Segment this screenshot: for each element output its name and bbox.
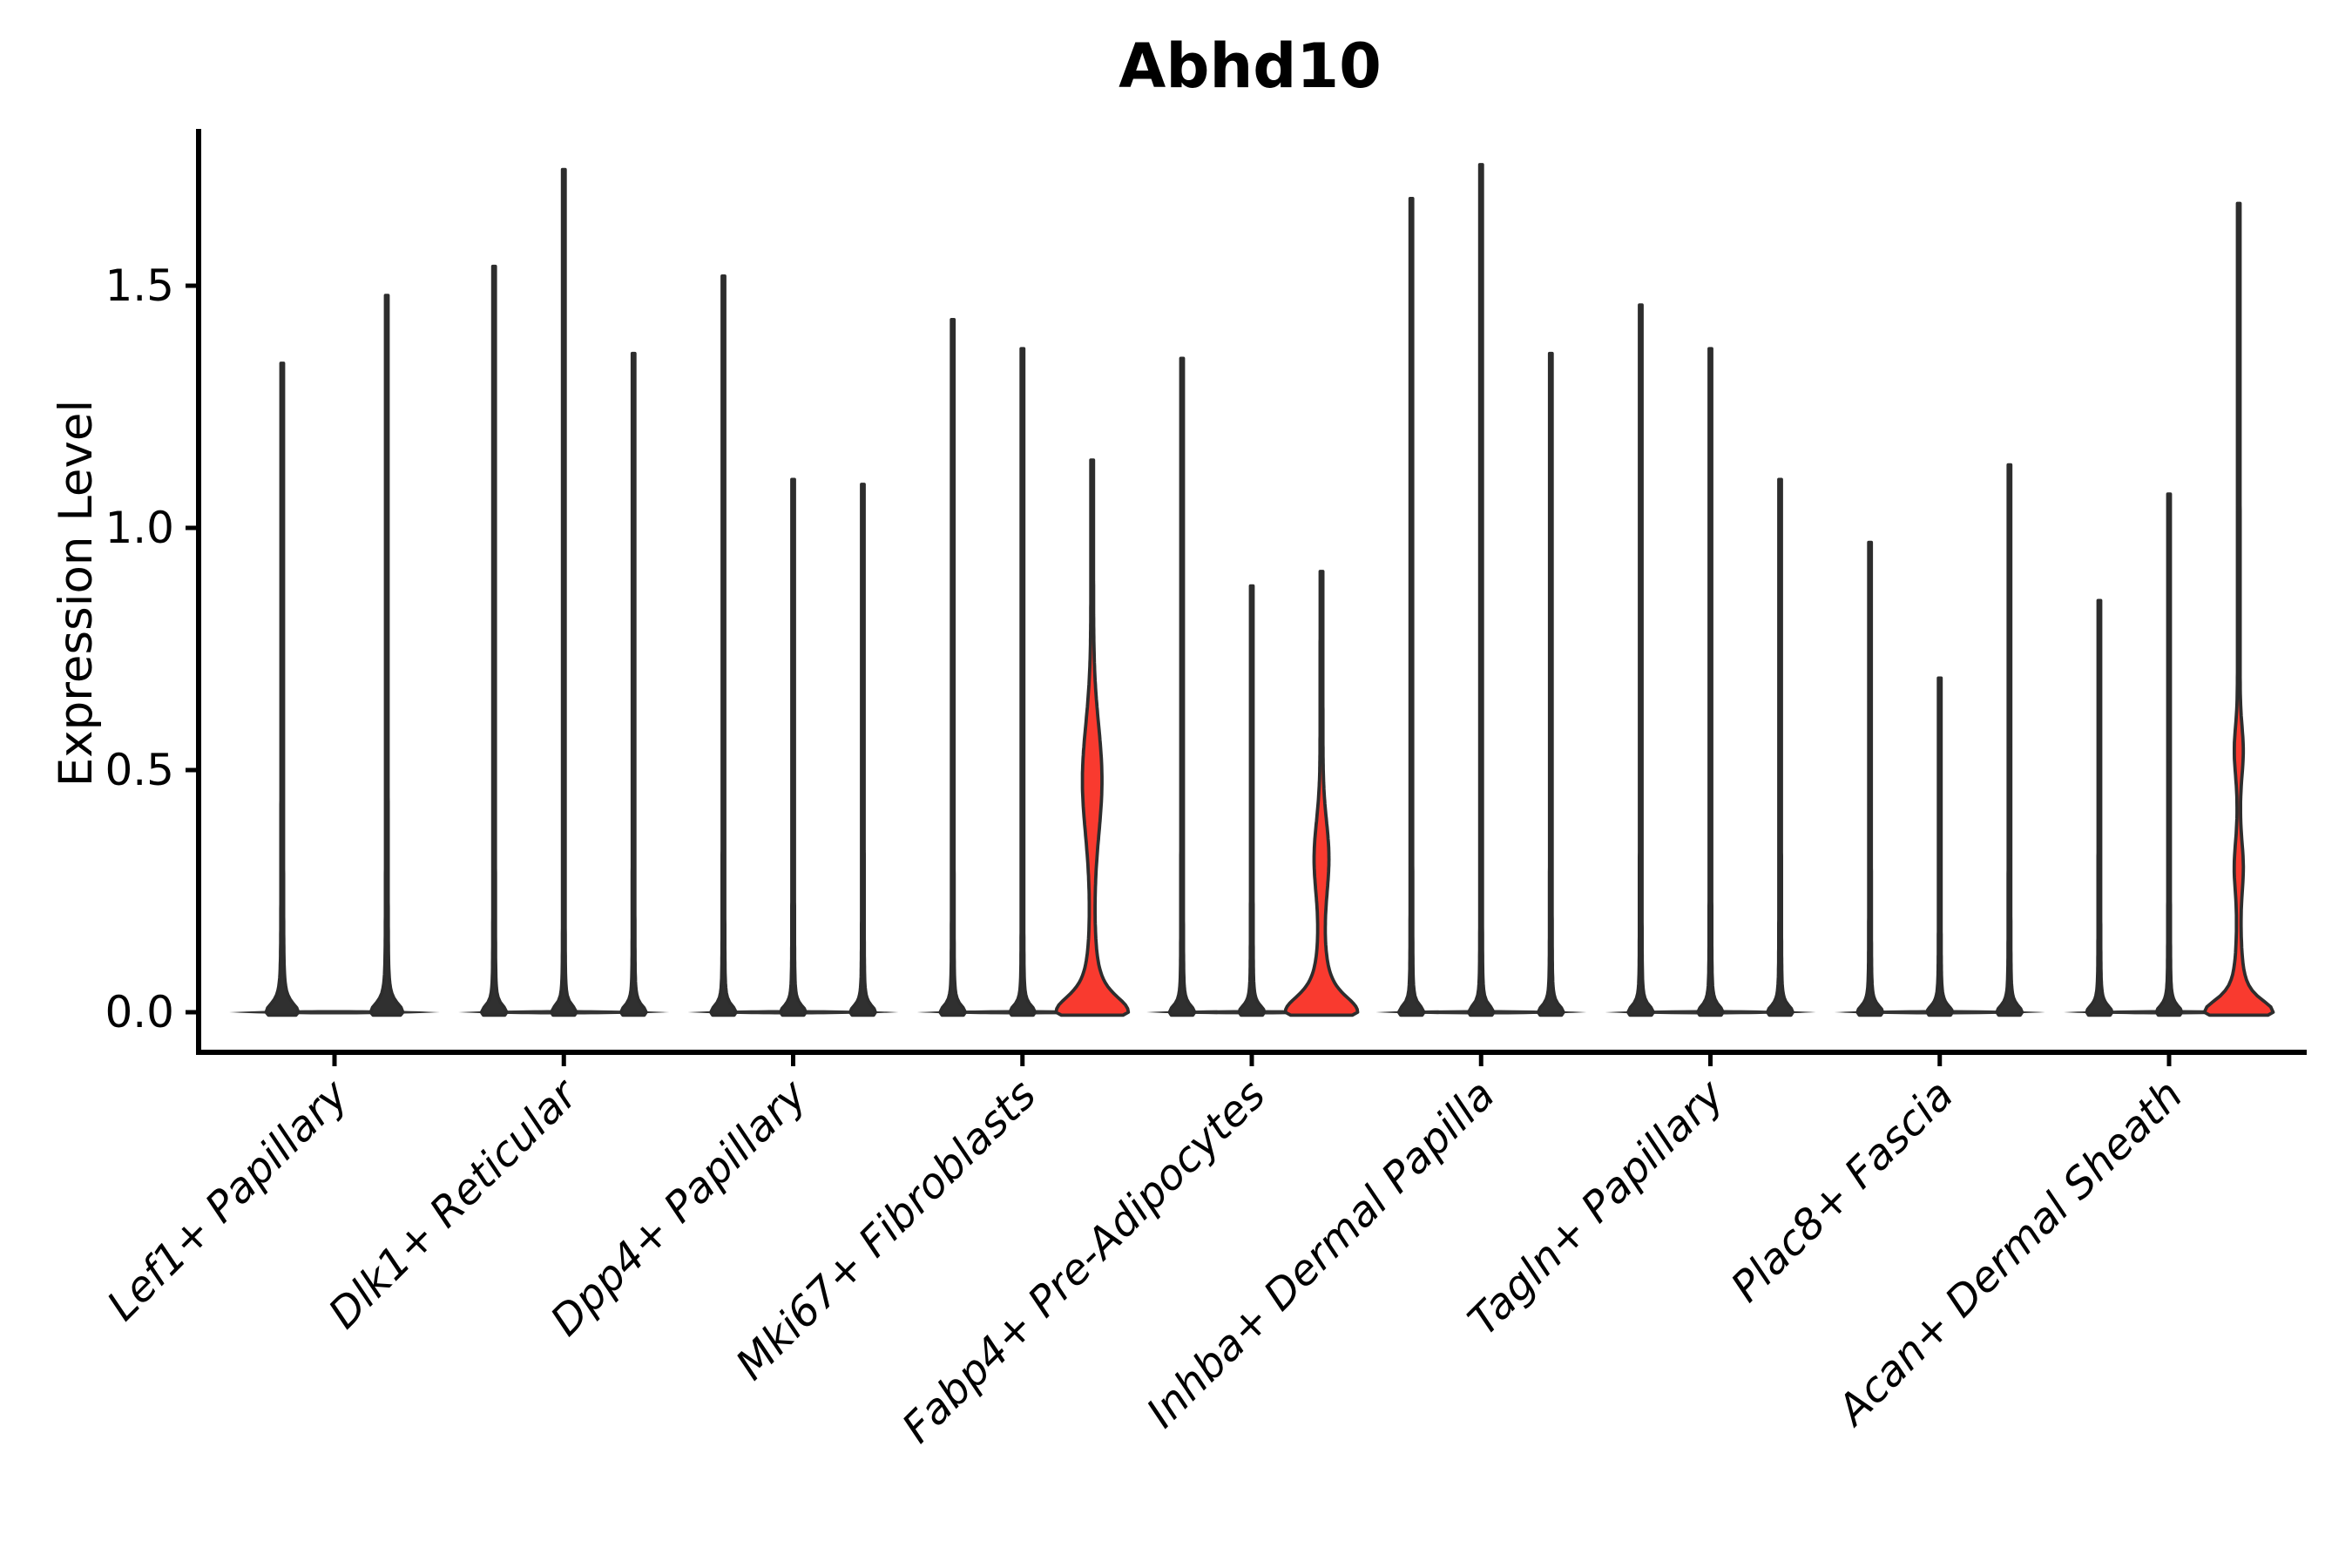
violin bbox=[709, 274, 738, 1017]
violin bbox=[1925, 676, 1955, 1017]
x-tick-label: Dpp4+ Papillary bbox=[541, 1070, 816, 1345]
x-tick-label: Lef1+ Papillary bbox=[98, 1070, 358, 1330]
violin bbox=[1766, 477, 1794, 1017]
violin bbox=[1167, 356, 1197, 1017]
x-tick-label: Tagln+ Papillary bbox=[1459, 1070, 1734, 1345]
violin bbox=[848, 483, 877, 1017]
data-point bbox=[2007, 855, 2012, 860]
baseline-lens bbox=[229, 1010, 440, 1015]
violin bbox=[264, 362, 301, 1017]
data-point bbox=[2007, 743, 2012, 748]
violin-highlighted bbox=[1054, 458, 1131, 1017]
data-point bbox=[2097, 864, 2102, 869]
violin bbox=[779, 477, 808, 1017]
violin bbox=[2085, 598, 2114, 1017]
x-tick-label: Fabp4+ Pre-Adipocytes bbox=[893, 1071, 1275, 1453]
violin bbox=[1855, 540, 1885, 1017]
y-axis-label: Expression Level bbox=[50, 400, 103, 787]
violin bbox=[2154, 492, 2184, 1017]
data-point bbox=[2097, 845, 2102, 850]
x-tick-label: Dlk1+ Reticular bbox=[320, 1069, 590, 1339]
y-tick-label: 0.5 bbox=[105, 745, 174, 795]
violin-layer bbox=[229, 163, 2275, 1017]
data-point bbox=[2097, 879, 2102, 884]
data-point bbox=[2166, 864, 2172, 869]
violin bbox=[1696, 347, 1725, 1017]
data-point bbox=[2166, 773, 2172, 777]
violin bbox=[618, 351, 648, 1017]
violin bbox=[1626, 303, 1655, 1017]
data-point bbox=[1868, 603, 1873, 608]
violin bbox=[1396, 197, 1426, 1017]
violin bbox=[549, 167, 578, 1017]
violin bbox=[1536, 351, 1565, 1017]
data-point bbox=[2166, 758, 2172, 763]
violin bbox=[1237, 584, 1267, 1017]
y-tick-label: 1.5 bbox=[105, 260, 174, 311]
x-tick-label: Plac8+ Fascia bbox=[1722, 1071, 1963, 1312]
y-tick-label: 1.0 bbox=[105, 503, 174, 553]
violin bbox=[368, 294, 405, 1017]
violin bbox=[938, 318, 968, 1017]
violin bbox=[479, 264, 509, 1017]
chart-title: Abhd10 bbox=[1119, 30, 1382, 102]
violin bbox=[1995, 463, 2024, 1017]
y-tick-label: 0.0 bbox=[105, 987, 174, 1037]
violin bbox=[1466, 163, 1496, 1017]
data-point bbox=[1868, 801, 1873, 807]
violin-highlighted bbox=[1283, 570, 1360, 1017]
data-point bbox=[1868, 700, 1873, 705]
axes-layer bbox=[186, 129, 2307, 1066]
data-point bbox=[1937, 864, 1943, 869]
violin-highlighted bbox=[2202, 201, 2275, 1017]
violin bbox=[1008, 347, 1037, 1017]
